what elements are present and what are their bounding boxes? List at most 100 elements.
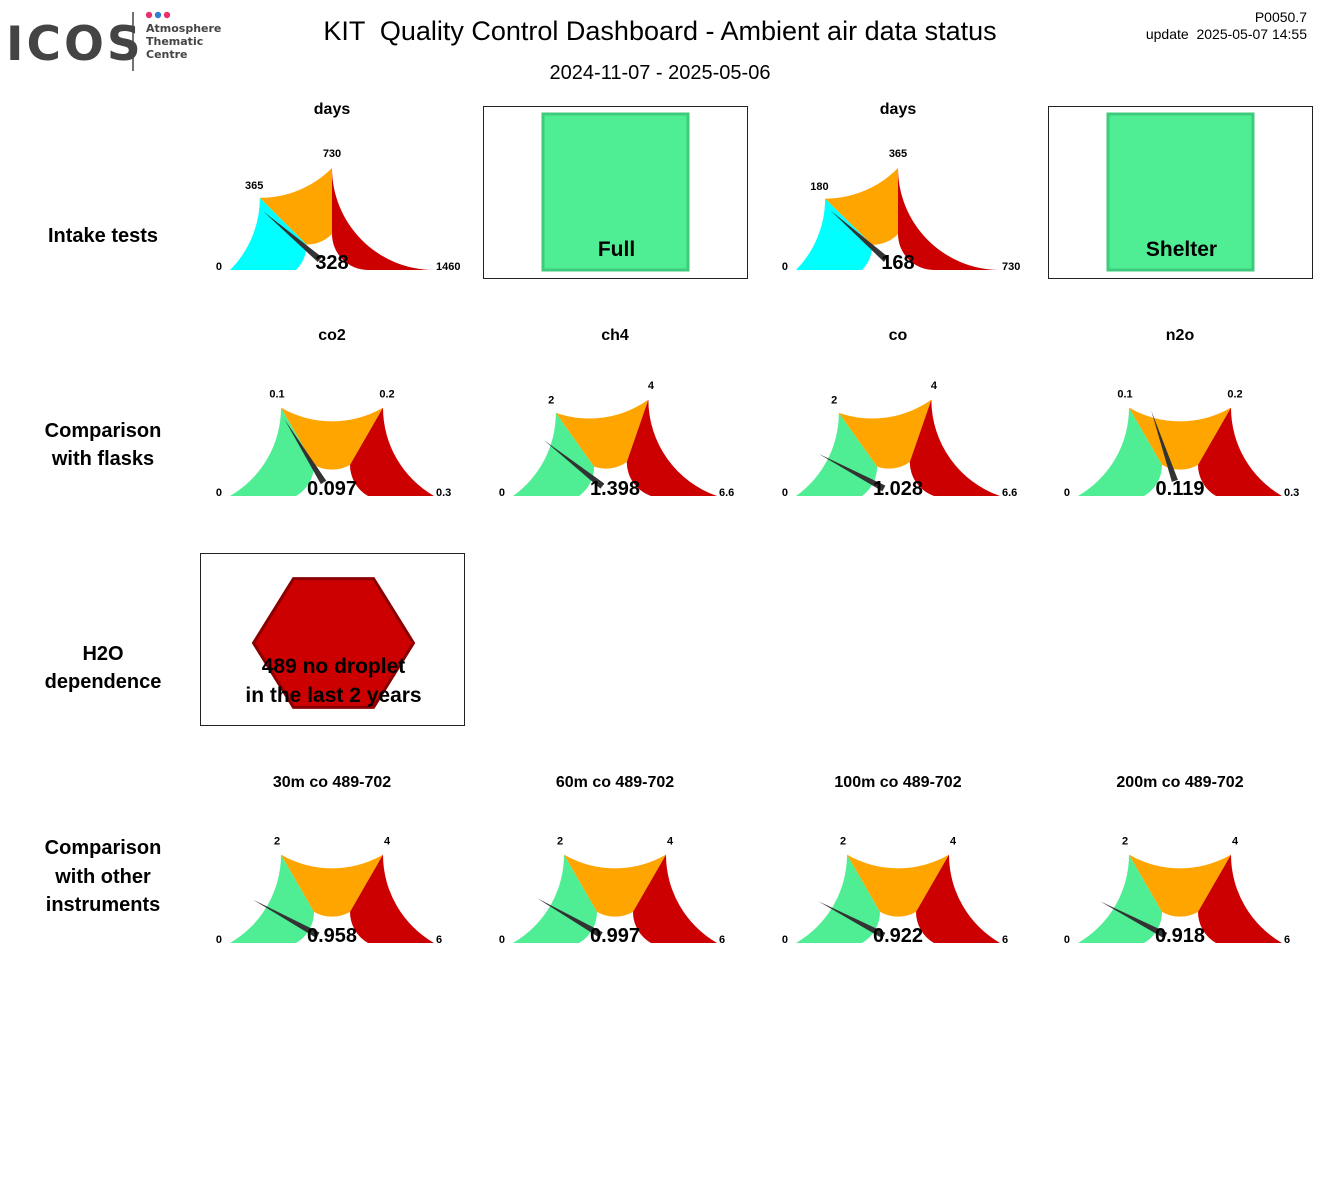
page-title-text: KIT Quality Control Dashboard - Ambient … [323, 16, 997, 46]
gauge-value: 0.997 [590, 925, 640, 947]
gauge-band [259, 168, 332, 245]
gauge-band [564, 854, 666, 917]
gauge-tick-label: 6 [1284, 934, 1290, 946]
gauge-value: 0.918 [1155, 925, 1205, 947]
gauge-tick-label: 6.6 [719, 487, 734, 499]
gauge-value: 0.097 [307, 478, 357, 500]
gauge-tick-label: 0 [782, 934, 788, 946]
logo-wordmark: ICOS [6, 17, 144, 72]
gauge-tick-label: 0 [216, 934, 222, 946]
gauge-tick-label: 730 [323, 148, 341, 160]
gauge-band [350, 407, 434, 496]
gauge-band [281, 854, 383, 917]
gauge-tick-label: 365 [245, 180, 263, 192]
gauge-200m-co-489-702: 200m co 489-702 0 2 4 6 0.918 [1064, 774, 1290, 947]
gauge-co2: co2 0 0.1 0.2 0.3 0.097 [216, 327, 451, 500]
gauge-title: ch4 [601, 327, 629, 344]
gauge-tick-label: 1460 [436, 261, 460, 273]
gauge-tick-label: 0 [782, 261, 788, 273]
gauge-band [350, 854, 434, 943]
gauge-needle [830, 210, 889, 262]
gauge-title: n2o [1166, 327, 1195, 344]
status-panel: 489 no droplet in the last 2 years [199, 553, 465, 726]
gauge-100m-co-489-702: 100m co 489-702 0 2 4 6 0.922 [782, 774, 1008, 947]
gauge-title: 100m co 489-702 [834, 774, 961, 791]
gauge-tick-label: 6.6 [1002, 487, 1017, 499]
gauge-tick-label: 0.1 [1117, 389, 1132, 401]
update-timestamp: update 2025-05-07 14:55 [1145, 26, 1307, 42]
logo-sub-1: Atmosphere [146, 22, 221, 35]
gauge-band [916, 854, 1000, 943]
version-info: P0050.7 update 2025-05-07 14:55 [1146, 9, 1307, 43]
gauge-value: 0.922 [873, 925, 923, 947]
page-title: KIT Quality Control Dashboard - Ambient … [0, 16, 1320, 47]
gauge-tick-label: 0 [1064, 934, 1070, 946]
gauge-needle [263, 211, 322, 263]
gauge-tick-label: 365 [889, 148, 907, 160]
gauge-band [513, 412, 595, 496]
version-label: P0050.7 [1254, 9, 1307, 25]
gauge-tick-label: 2 [831, 394, 837, 406]
icos-logo: ICOS Atmosphere Thematic Centre [6, 11, 221, 72]
status-label: Shelter [1145, 238, 1216, 261]
gauge-needle [818, 901, 886, 939]
gauge-value: 1.398 [590, 478, 640, 500]
gauge-needle [818, 453, 886, 492]
gauge-needle [536, 898, 603, 938]
gauge-tick-label: 6 [436, 934, 442, 946]
gauge-band [1129, 407, 1231, 470]
gauge-band [909, 399, 1000, 496]
gauge-60m-co-489-702: 60m co 489-702 0 2 4 6 0.997 [499, 774, 725, 947]
logo-sub-3: Centre [146, 48, 188, 61]
gauge-band [230, 407, 314, 496]
gauge-tick-label: 0.1 [269, 389, 284, 401]
gauge-tick-label: 6 [719, 934, 725, 946]
gauge-needle [284, 419, 327, 485]
gauge-band [1198, 407, 1282, 496]
gauge-tick-label: 0 [1064, 487, 1070, 499]
gauge-value: 1.028 [873, 478, 923, 500]
gauge-band [1129, 854, 1231, 917]
gauge-tick-label: 0 [216, 261, 222, 273]
gauge-tick-label: 0.2 [1227, 389, 1242, 401]
gauge-title: co2 [318, 327, 346, 344]
gauge-tick-label: 2 [1122, 836, 1128, 848]
gauge-tick-label: 0 [782, 487, 788, 499]
gauge-title: 30m co 489-702 [273, 774, 391, 791]
gauge-days: days 0 365 730 1460 328 [216, 101, 461, 274]
gauge-value: 168 [881, 252, 914, 274]
gauge-band [847, 854, 949, 917]
gauge-tick-label: 730 [1002, 261, 1020, 273]
row-label: Intake tests [47, 224, 159, 247]
logo-dot [145, 11, 153, 19]
status-label: Full [597, 238, 634, 261]
gauge-band [825, 168, 898, 245]
gauge-tick-label: 2 [840, 836, 846, 848]
gauge-tick-label: 0 [499, 934, 505, 946]
gauge-tick-label: 6 [1002, 934, 1008, 946]
gauge-tick-label: 2 [557, 836, 563, 848]
gauge-band [1198, 854, 1282, 943]
gauge-band [1078, 407, 1162, 496]
gauge-tick-label: 4 [648, 380, 655, 392]
logo-dot [163, 11, 171, 19]
logo-sub-2: Thematic [146, 35, 203, 48]
gauge-tick-label: 0.2 [379, 389, 394, 401]
gauge-tick-label: 0 [216, 487, 222, 499]
row-label: Comparison with flasks [44, 419, 162, 471]
gauge-tick-label: 4 [384, 836, 391, 848]
gauge-title: co [889, 327, 908, 344]
gauge-days: days 0 180 365 730 168 [782, 101, 1020, 274]
gauge-value: 328 [315, 252, 348, 274]
gauge-title: days [314, 101, 351, 118]
gauge-tick-label: 2 [274, 836, 280, 848]
gauge-needle [1100, 901, 1168, 939]
status-label: 489 no droplet in the last 2 years [245, 655, 421, 707]
gauge-band [796, 198, 873, 270]
date-period: 2024-11-07 - 2025-05-06 [549, 62, 771, 84]
gauge-title: 60m co 489-702 [556, 774, 674, 791]
status-panel: Full [482, 106, 748, 279]
gauge-tick-label: 4 [667, 836, 674, 848]
logo-dot [154, 11, 162, 19]
gauge-tick-label: 2 [548, 394, 554, 406]
